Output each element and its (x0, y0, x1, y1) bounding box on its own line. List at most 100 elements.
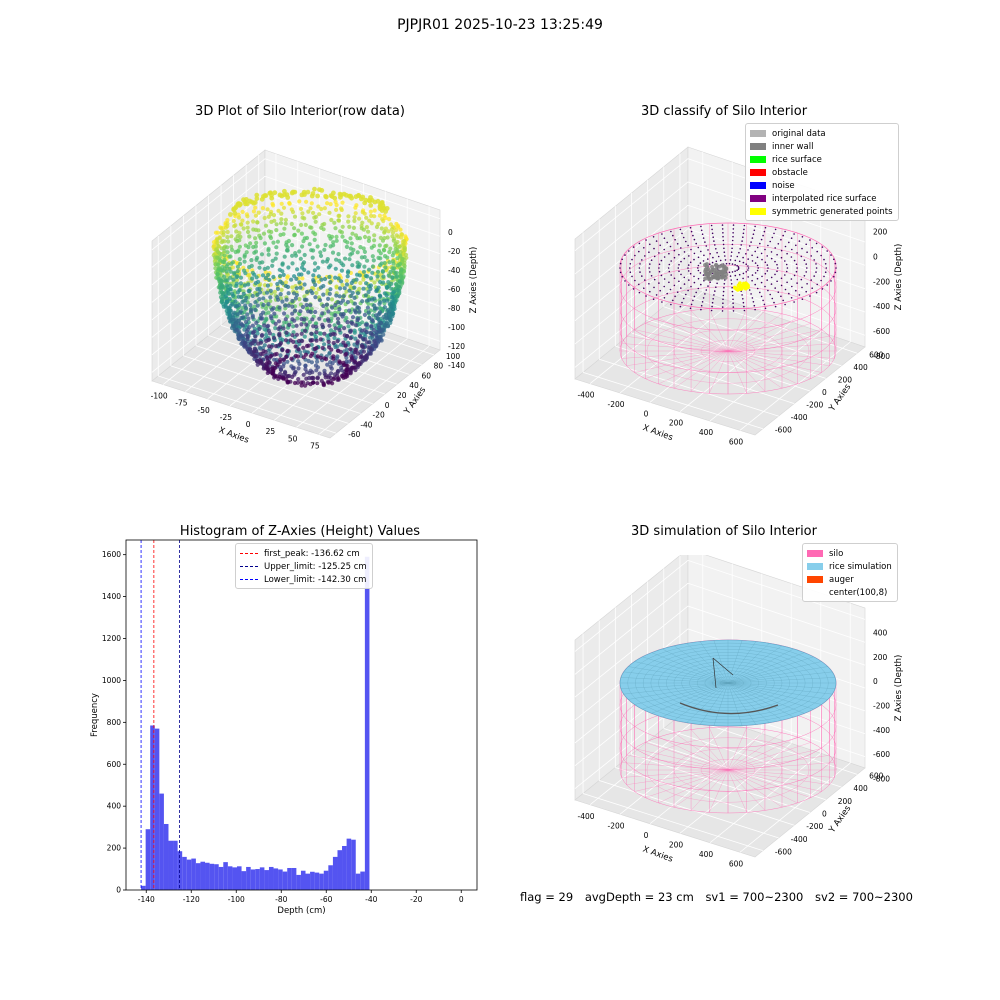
data-point (347, 288, 352, 293)
surface-point (692, 234, 694, 237)
data-point (242, 254, 247, 259)
surface-point (764, 285, 766, 288)
inner-wall-point (712, 270, 717, 275)
inner-wall-point (704, 272, 709, 277)
x-tick-label: 0 (459, 895, 464, 904)
y-tick-label: 1600 (102, 550, 121, 559)
data-point (235, 249, 241, 254)
data-point (291, 339, 296, 344)
surface-point (730, 279, 732, 281)
surface-mesh-spoke (727, 661, 822, 684)
data-point (272, 289, 277, 294)
data-point (346, 219, 351, 224)
surface-point (678, 253, 680, 256)
surface-point (703, 254, 705, 257)
data-point (365, 305, 370, 310)
data-point (278, 221, 284, 226)
data-point (350, 315, 356, 320)
data-point (331, 356, 336, 361)
data-point (323, 375, 328, 380)
data-point (299, 272, 304, 277)
data-point (352, 301, 358, 306)
data-point (266, 366, 271, 371)
surface-point (695, 242, 697, 245)
surface-point (816, 283, 818, 286)
data-point (327, 291, 332, 296)
data-point (266, 302, 271, 307)
data-point (247, 325, 252, 330)
data-point (384, 316, 389, 321)
surface-point (774, 247, 776, 249)
surface-point (729, 275, 732, 277)
data-point (370, 264, 375, 269)
surface-point (756, 256, 759, 259)
data-point (247, 346, 252, 351)
histogram-bar (319, 873, 324, 890)
data-point (366, 235, 372, 240)
surface-point (728, 271, 731, 274)
data-point (385, 298, 390, 303)
data-point (291, 324, 296, 329)
grid-line (151, 228, 441, 321)
data-point (328, 287, 333, 292)
data-point (262, 327, 267, 332)
surface-mesh-spoke (727, 682, 757, 725)
data-point (278, 273, 283, 279)
surface-point (767, 244, 769, 247)
surface-point (751, 260, 754, 262)
data-point (353, 323, 359, 328)
data-point (273, 326, 278, 331)
surface-point (660, 274, 663, 277)
data-point (347, 224, 352, 229)
z-tick-label: -40 (448, 266, 460, 275)
data-point (304, 235, 310, 241)
data-point (246, 288, 251, 294)
x-tick-label: -40 (365, 895, 377, 904)
histogram-bar (186, 859, 192, 890)
x-tick-label: -100 (151, 392, 168, 401)
data-point (375, 269, 381, 274)
data-point (290, 285, 295, 290)
surface-mesh-spoke (634, 661, 729, 684)
grid-line (574, 605, 866, 698)
data-point (377, 293, 382, 298)
data-point (330, 381, 335, 386)
data-point (295, 267, 300, 272)
inner-wall-point (723, 275, 728, 280)
surface-point (655, 294, 658, 296)
surface-point (683, 251, 686, 253)
data-point (291, 366, 296, 371)
data-point (366, 310, 371, 315)
symmetric-point (738, 281, 742, 285)
surface-point (731, 263, 734, 265)
x-tick-label: 600 (729, 437, 744, 446)
surface-point (669, 245, 672, 248)
histogram-bar (195, 863, 201, 890)
surface-point (821, 246, 824, 248)
surface-point (693, 258, 695, 261)
data-point (401, 238, 407, 243)
data-point (343, 343, 348, 348)
surface-point (670, 260, 672, 262)
data-point (219, 296, 225, 302)
histogram-bar (323, 870, 329, 890)
histogram-bar (191, 858, 196, 890)
histogram-bar (141, 885, 146, 890)
data-point (375, 198, 381, 204)
data-point (340, 234, 345, 239)
data-point (376, 285, 381, 290)
y-tick-label: -40 (360, 420, 372, 429)
data-point (344, 244, 349, 249)
data-point (228, 275, 233, 280)
data-point (313, 219, 318, 224)
surface-point (717, 255, 720, 258)
histogram-bar (314, 872, 320, 890)
data-point (400, 256, 405, 262)
surface-point (685, 240, 687, 243)
surface-point (631, 258, 633, 261)
data-point (322, 331, 327, 336)
data-point (266, 360, 272, 365)
inner-wall-point (711, 275, 716, 280)
surface-point (738, 273, 741, 276)
surface-point (643, 287, 645, 289)
